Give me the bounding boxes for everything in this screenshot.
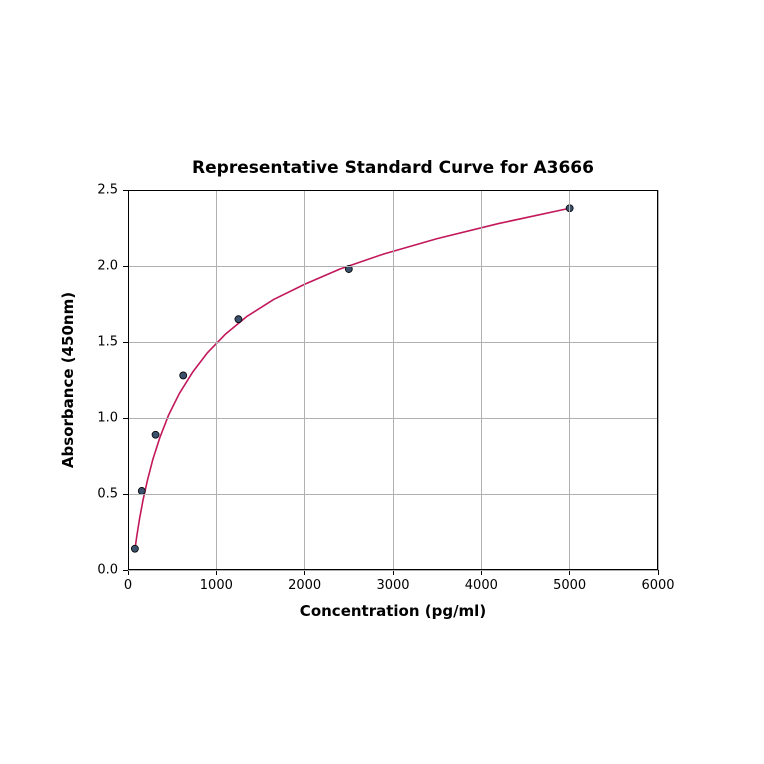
spine-right bbox=[657, 190, 658, 570]
x-grid-line bbox=[304, 190, 305, 570]
x-tick-label: 1000 bbox=[200, 578, 233, 593]
x-tick-label: 0 bbox=[124, 578, 132, 593]
spine-bottom bbox=[128, 569, 658, 570]
x-tick-label: 6000 bbox=[641, 578, 674, 593]
x-axis-label: Concentration (pg/ml) bbox=[300, 602, 486, 620]
spine-left bbox=[128, 190, 129, 570]
y-grid-line bbox=[128, 266, 658, 267]
y-grid-line bbox=[128, 342, 658, 343]
x-tick-mark bbox=[569, 570, 570, 575]
x-grid-line bbox=[393, 190, 394, 570]
x-tick-mark bbox=[393, 570, 394, 575]
x-tick-mark bbox=[658, 570, 659, 575]
x-grid-line bbox=[569, 190, 570, 570]
y-tick-label: 2.5 bbox=[97, 183, 118, 198]
chart-title: Representative Standard Curve for A3666 bbox=[192, 158, 594, 178]
y-grid-line bbox=[128, 418, 658, 419]
y-tick-label: 2.0 bbox=[97, 259, 118, 274]
x-tick-label: 5000 bbox=[553, 578, 586, 593]
y-grid-line bbox=[128, 494, 658, 495]
y-tick-label: 0.5 bbox=[97, 487, 118, 502]
spine-top bbox=[128, 190, 658, 191]
y-tick-label: 1.5 bbox=[97, 335, 118, 350]
y-axis-label: Absorbance (450nm) bbox=[59, 292, 77, 468]
y-tick-label: 1.0 bbox=[97, 411, 118, 426]
x-tick-label: 4000 bbox=[465, 578, 498, 593]
x-tick-mark bbox=[481, 570, 482, 575]
y-tick-label: 0.0 bbox=[97, 563, 118, 578]
x-tick-label: 2000 bbox=[288, 578, 321, 593]
chart-canvas: Representative Standard Curve for A3666 … bbox=[0, 0, 764, 764]
x-tick-label: 3000 bbox=[376, 578, 409, 593]
x-tick-mark bbox=[128, 570, 129, 575]
x-grid-line bbox=[481, 190, 482, 570]
x-tick-mark bbox=[304, 570, 305, 575]
x-grid-line bbox=[216, 190, 217, 570]
x-tick-mark bbox=[216, 570, 217, 575]
